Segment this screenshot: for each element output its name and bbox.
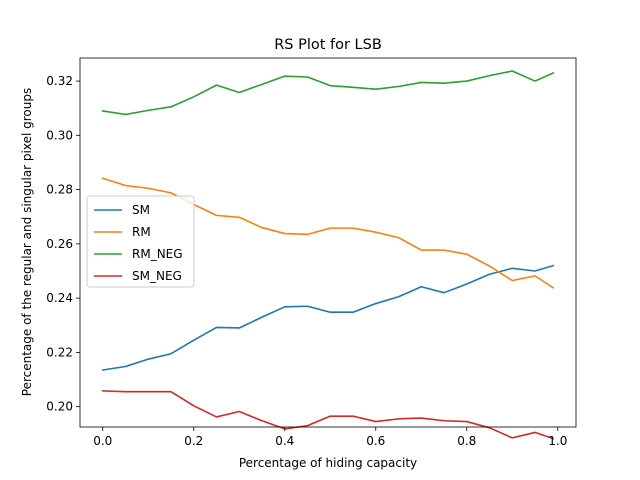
series-line-rm-neg — [101, 70, 555, 116]
x-tick-label: 0.6 — [366, 434, 385, 448]
y-tick-label: 0.20 — [46, 400, 73, 414]
legend-box — [86, 195, 195, 288]
y-tick-label: 0.24 — [46, 291, 73, 305]
x-tick-label: 0.8 — [457, 434, 476, 448]
y-tick-label: 0.26 — [46, 237, 73, 251]
axes-frame — [79, 57, 577, 428]
x-tick-label: 1.0 — [548, 434, 567, 448]
chart-title: RS Plot for LSB — [274, 37, 382, 53]
series-line-sm — [101, 264, 555, 371]
y-tick-label: 0.32 — [46, 74, 73, 88]
y-tick-label: 0.22 — [46, 345, 73, 359]
legend-label: RM — [132, 225, 151, 239]
legend-label: SM — [132, 203, 150, 217]
x-tick-label: 0.0 — [93, 434, 112, 448]
series-line-sm-neg — [101, 390, 555, 440]
y-axis-label: Percentage of the regular and singular p… — [20, 88, 34, 396]
x-axis: 0.0 0.2 0.4 0.6 0.8 1.0 — [93, 427, 567, 448]
x-tick-label: 0.2 — [184, 434, 203, 448]
y-tick-label: 0.28 — [46, 183, 73, 197]
legend: SM RM RM_NEG SM_NEG — [86, 195, 195, 288]
y-tick-label: 0.30 — [46, 128, 73, 142]
y-axis: 0.20 0.22 0.24 0.26 0.28 0.30 0.32 — [46, 74, 80, 414]
x-tick-label: 0.4 — [275, 434, 294, 448]
legend-label: RM_NEG — [132, 247, 183, 261]
x-axis-label: Percentage of hiding capacity — [239, 456, 417, 470]
legend-label: SM_NEG — [132, 269, 182, 283]
